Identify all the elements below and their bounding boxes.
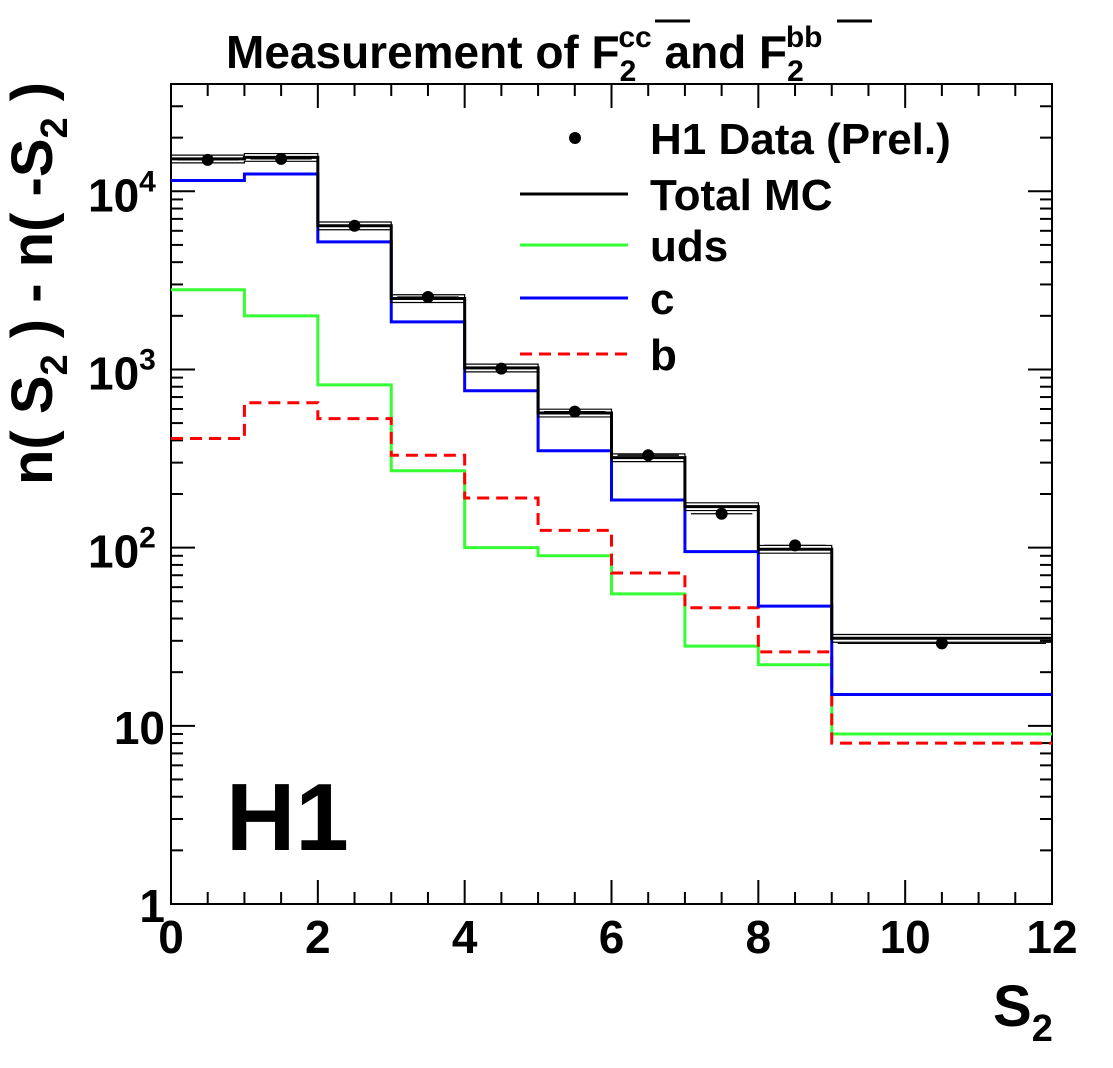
y-tick-label: 104 xyxy=(88,165,156,221)
y-tick-label-exp: 2 xyxy=(139,522,156,555)
chart-title-sup2: bb xyxy=(786,21,823,54)
y-tick-label-exp: 4 xyxy=(139,165,156,198)
y-axis-label-s2: 2 xyxy=(34,117,76,138)
series-uds xyxy=(171,288,1052,736)
series-total-mc xyxy=(171,155,1052,640)
legend-marker-data xyxy=(569,132,581,144)
data-point xyxy=(568,405,581,418)
x-axis-label-main: S xyxy=(993,974,1032,1039)
y-tick-label: 102 xyxy=(88,522,156,578)
h1-annotation: H1 xyxy=(226,764,349,871)
y-tick-label: 103 xyxy=(88,343,156,399)
y-axis-label-s1: 2 xyxy=(34,354,76,375)
legend-label: uds xyxy=(650,222,728,271)
y-tick-label-base: 10 xyxy=(88,526,139,578)
x-tick-label: 4 xyxy=(452,911,478,963)
x-tick-label: 12 xyxy=(1026,911,1077,963)
chart-title-prefix: Measurement of F xyxy=(226,26,620,78)
y-axis-label: n( S2 ) - n( -S2 ) xyxy=(0,82,76,485)
chart-title-middle: and F xyxy=(652,26,787,78)
y-axis-label-p3: ) xyxy=(0,82,65,117)
data-point xyxy=(495,362,508,375)
data-point xyxy=(201,153,214,166)
chart-title-sub2: 2 xyxy=(787,55,804,88)
y-tick-label: 1 xyxy=(139,880,165,932)
data-point xyxy=(935,637,948,650)
chart-title-sub1: 2 xyxy=(620,55,637,88)
chart-title: Measurement of F2cc and F2bb xyxy=(226,21,823,88)
data-points xyxy=(177,152,1046,650)
y-tick-label-base: 10 xyxy=(88,169,139,221)
x-axis-label: S2 xyxy=(993,974,1053,1050)
x-tick-label: 10 xyxy=(880,911,931,963)
histogram-series xyxy=(171,152,1052,745)
data-point xyxy=(715,507,728,520)
x-tick-labels: 0 2 4 6 8 10 12 xyxy=(158,911,1077,963)
x-tick-label: 0 xyxy=(158,911,184,963)
x-tick-label: 2 xyxy=(305,911,331,963)
x-tick-label: 8 xyxy=(746,911,772,963)
data-point xyxy=(275,152,288,165)
y-tick-label: 10 xyxy=(114,702,165,754)
data-point xyxy=(642,449,655,462)
data-point xyxy=(789,539,802,552)
chart-title-sup1: cc xyxy=(618,21,651,54)
x-axis-label-sub: 2 xyxy=(1032,1008,1053,1050)
y-tick-label-base: 10 xyxy=(88,347,139,399)
legend-label: c xyxy=(650,275,674,324)
data-point xyxy=(348,219,361,232)
data-point xyxy=(421,291,434,304)
legend-label: b xyxy=(650,331,677,380)
series-b xyxy=(171,401,1052,745)
y-tick-label-exp: 3 xyxy=(139,343,156,376)
y-axis-label-p1: n( S xyxy=(0,375,65,485)
legend-label: Total MC xyxy=(650,171,833,220)
legend-label: H1 Data (Prel.) xyxy=(650,115,951,164)
x-tick-label: 6 xyxy=(599,911,625,963)
y-axis-label-p2: ) - n( -S xyxy=(0,138,65,354)
